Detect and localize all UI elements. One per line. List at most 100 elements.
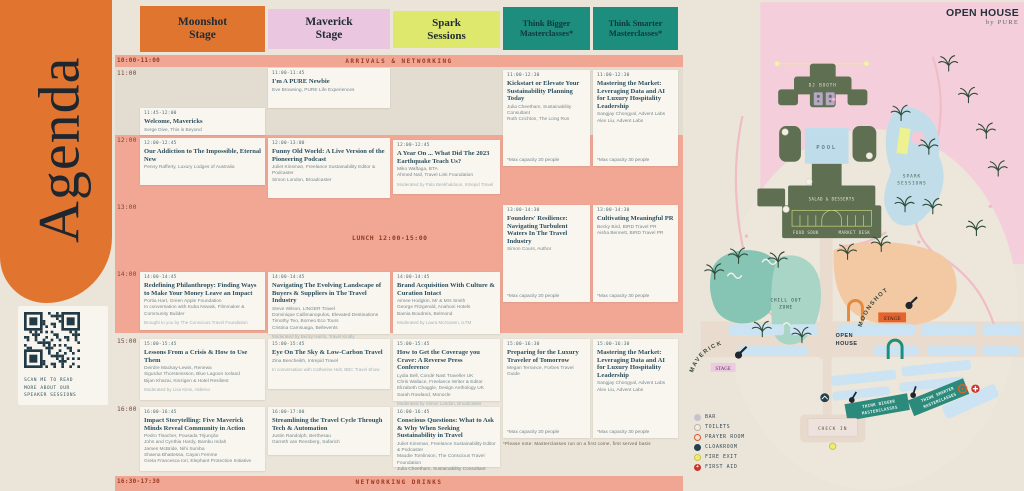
teal-arch-icon <box>886 338 904 360</box>
session-title: Welcome, Mavericks <box>144 118 203 125</box>
map-table-dots <box>781 128 873 213</box>
session-time: 13:00-14:30 <box>597 208 630 213</box>
open-house-map-label-2: HOUSE <box>836 341 858 347</box>
session-time: 11:00-12:30 <box>507 73 540 78</box>
food-souk-label: FOOD SOUK <box>793 230 819 235</box>
session-speaker: Megan Terrance, Forbes Travel Guide <box>507 366 574 378</box>
header-spark-sessions: Spark Sessions <box>393 11 500 48</box>
session-card: 11:00-12:30 Mastering the Market: Leverag… <box>593 70 678 166</box>
session-title: Founders' Resilience: Navigating Turbule… <box>507 215 568 245</box>
session-time: 15:00-16:30 <box>597 342 630 347</box>
pool-label: POOL <box>816 145 837 151</box>
session-title: A Year On ... What Did The 2023 Earthqua… <box>397 150 490 165</box>
time-label: 11:00 <box>117 70 137 77</box>
session-time: 15:00-15:45 <box>272 342 305 347</box>
session-footnote: Moderated by Becky Harris, Travel Kindly <box>272 334 355 340</box>
masterclass-footnote: *Please note: Masterclasses run on a fir… <box>503 441 651 446</box>
session-speaker: Steve Wilson, LINGER Travel <box>272 306 335 312</box>
session-speaker: John and Cynthia Hardy, Bambu Indah <box>144 440 227 446</box>
session-title: Conscious Questions: What to Ask & Why W… <box>397 417 494 440</box>
session-speaker: Garreth van Rensberg, Safarich <box>272 440 340 446</box>
legend-item: + FIRST AID <box>694 462 745 472</box>
session-speaker: Aisha Bennett, BIRD Travel PR <box>597 230 664 236</box>
session-speaker: Chris Wallace, Freelance Writer & Editor <box>397 380 483 386</box>
session-time: 11:00-11:45 <box>272 71 305 76</box>
orange-arch-icon <box>847 299 864 322</box>
legend-item: TOILETS <box>694 422 745 432</box>
session-title: Preparing for the Luxury Traveler of Tom… <box>507 349 579 364</box>
time-label: 13:00 <box>117 204 137 211</box>
arrivals-band-label: ARRIVALS & NETWORKING <box>345 57 453 65</box>
session-speaker: Justin Randolph, Berthesau <box>272 434 331 440</box>
session-speaker: In conversation with Kuba Nowak, Filmmak… <box>144 305 245 317</box>
session-time: 11:45-12:00 <box>144 111 177 116</box>
session-speaker: Aimee Hodgkin, Mr & Mrs Smith <box>397 299 466 305</box>
moonshot-stage-box-label: STAGE <box>884 316 902 322</box>
session-title: Redefining Philanthropy: Finding Ways to… <box>144 282 257 297</box>
think-bigger-map-label: THINK BIGGER <box>862 398 896 409</box>
session-card: 11:00-12:30 Kickstart or Elevate Your Sus… <box>503 70 590 166</box>
session-time: 14:00-14:45 <box>272 275 305 280</box>
session-time: 14:00-14:45 <box>397 275 430 280</box>
session-title: How to Get the Coverage you Crave: A Rev… <box>397 349 480 372</box>
session-card: 15:00-15:45 Eye On The Sky & Low-Carbon T… <box>268 339 390 389</box>
session-footnote: Moderated by Pala Benkhaldoun, Intrepid … <box>397 181 494 187</box>
session-speaker: Penny Rafferty, Luxury Lodges of Austral… <box>144 165 235 171</box>
session-card: 16:00-17:00 Streamlining the Travel Cycle… <box>268 407 390 455</box>
session-capacity: *Max capacity 30 people <box>597 294 650 299</box>
cloakroom-map-icon <box>820 393 830 403</box>
session-capacity: *Max capacity 30 people <box>597 158 650 163</box>
session-card: 12:00-13:00 Funny Old World: A Live Versi… <box>268 138 390 198</box>
lunch-label: LUNCH 12:00-15:00 <box>352 234 428 242</box>
venue-map-canvas: CHILL OUT ZONE SPARK SESSIONS <box>689 2 1024 490</box>
bar-icon <box>694 413 701 421</box>
networking-band-label: NETWORKING DRINKS <box>355 478 443 486</box>
map-moonshot-area <box>833 241 957 326</box>
map-pool <box>804 128 849 164</box>
chill-out-zone-label-2: ZONE <box>779 304 793 310</box>
session-title: Mastering the Market: Leveraging Data an… <box>597 80 665 110</box>
session-speaker: Ruth Crichton, The Long Run <box>507 117 570 123</box>
first-aid-map-icon <box>971 384 980 393</box>
map-buildings <box>757 63 882 239</box>
session-footnote: Moderated by Laura McGowen, ILTM <box>397 320 472 326</box>
open-house-map-label: OPEN <box>836 333 853 339</box>
session-speaker: Dominique Callimanopulos, Elevated Desti… <box>272 313 379 319</box>
session-time: 16:00-16:45 <box>397 410 430 415</box>
session-speaker: Alex Liu, Advent Labs <box>597 387 644 393</box>
legend-item: CLOAKROOM <box>694 442 745 452</box>
session-speaker: Becky Bird, BIRD Travel PR <box>597 224 657 230</box>
map-flower-dots <box>744 97 992 244</box>
legend-item: BAR <box>694 412 745 422</box>
session-card: 12:00-12:45 A Year On ... What Did The 20… <box>393 140 500 194</box>
first-aid-icon: + <box>694 463 701 471</box>
legend-label: CLOAKROOM <box>705 444 738 450</box>
salad-desserts-label: SALAD & DESSERTS <box>809 196 855 201</box>
qr-caption: SCAN ME TO READ MORE ABOUT OUR SPEAKER S… <box>24 378 77 399</box>
session-card: 15:00-16:30 Preparing for the Luxury Trav… <box>503 339 590 438</box>
legend-label: FIRE EXIT <box>705 454 738 460</box>
session-card: 13:00-14:30 Cultivating Meaningful PR Beck… <box>593 205 678 302</box>
venue-map: CHILL OUT ZONE SPARK SESSIONS <box>683 0 1024 491</box>
session-title: Brand Acquisition With Culture & Curatio… <box>397 282 495 297</box>
session-speaker: Elizabeth Chaggle, Design Anthology UK <box>397 386 484 392</box>
think-bigger-marker: THINK BIGGER MASTERCLASSES <box>844 391 910 421</box>
session-time: 13:00-14:30 <box>507 208 540 213</box>
legend-item: FIRE EXIT <box>694 452 745 462</box>
session-time: 15:00-15:45 <box>144 342 177 347</box>
session-speaker: Sangjay Chongyal, Advent Labs <box>597 381 666 387</box>
session-card: 14:00-14:45 Brand Acquisition With Cultur… <box>393 272 500 334</box>
session-card: 16:00-16:45 Impact Storytelling: Five Mav… <box>140 407 265 471</box>
session-speaker: Juliet Kinsman, Freelance Sustainability… <box>397 441 496 454</box>
market-desk-label: MARKET DESK <box>839 230 871 235</box>
session-title: Streamlining the Travel Cycle Through Te… <box>272 417 383 432</box>
session-capacity: *Max capacity 20 people <box>507 294 560 299</box>
session-speaker: Simon Cours, Author <box>507 247 552 253</box>
think-bigger-map-label-2: MASTERCLASSES <box>861 404 898 415</box>
session-speaker: Julia Cheetham, Sustainability Consultan… <box>397 467 486 473</box>
logo-title: OPEN HOUSE <box>945 7 1019 19</box>
session-time: 11:00-12:30 <box>597 73 630 78</box>
session-title: Eye On The Sky & Low-Carbon Travel <box>272 349 383 356</box>
networking-band-time: 16:30-17:30 <box>117 478 161 485</box>
session-time: 14:00-14:45 <box>144 275 177 280</box>
